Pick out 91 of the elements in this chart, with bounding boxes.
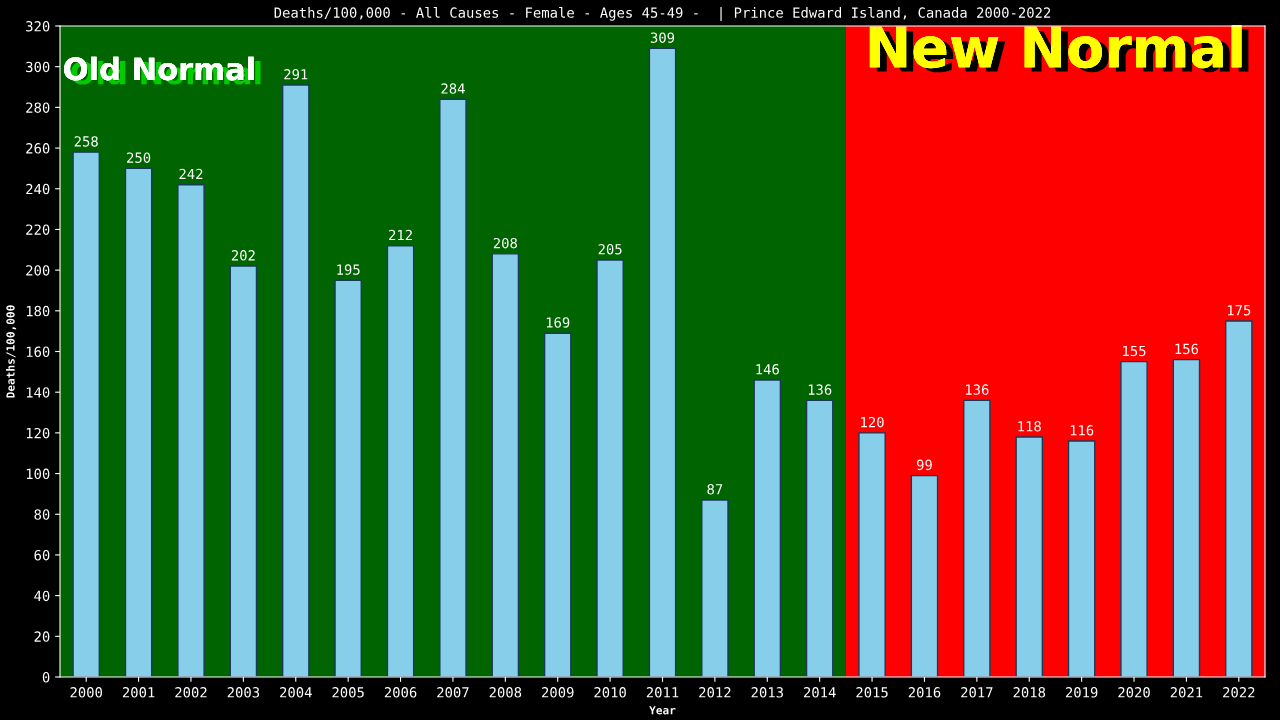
bar — [386, 245, 415, 677]
data-label: 169 — [546, 317, 570, 328]
y-tick-label: 120 — [26, 427, 50, 439]
data-label: 136 — [965, 384, 989, 395]
y-tick-label: 80 — [34, 509, 50, 520]
x-tick-label: 2000 — [70, 687, 103, 698]
x-tick-label: 2005 — [332, 687, 364, 698]
y-tick-label: 280 — [26, 102, 50, 113]
x-tick-label: 2006 — [384, 687, 417, 698]
bar — [910, 474, 939, 677]
y-tick-label: 320 — [26, 21, 50, 32]
x-axis-title: Year — [649, 706, 676, 715]
data-label: 250 — [127, 152, 151, 163]
y-tick-label: 180 — [26, 305, 50, 317]
data-label: 118 — [1018, 420, 1041, 432]
data-label: 155 — [1123, 345, 1146, 357]
data-label: 208 — [493, 237, 517, 249]
bar — [963, 399, 991, 677]
x-tick-label: 2012 — [699, 687, 731, 698]
x-tick-label: 2009 — [542, 687, 574, 698]
x-tick-label: 2022 — [1223, 687, 1255, 698]
y-tick-label: 160 — [26, 346, 50, 358]
data-label: 99 — [916, 459, 932, 471]
y-axis-title: Deaths/100,000 — [6, 305, 17, 398]
data-label: 309 — [650, 32, 675, 43]
bar — [229, 265, 258, 677]
bar — [648, 47, 677, 677]
data-label: 202 — [231, 250, 255, 261]
bar — [1120, 360, 1148, 677]
bar — [753, 379, 782, 677]
x-tick-label: 2016 — [908, 687, 941, 698]
data-label: 136 — [808, 384, 832, 395]
y-tick-label: 60 — [34, 549, 50, 561]
x-tick-label: 2001 — [122, 687, 155, 698]
x-tick-label: 2004 — [280, 687, 312, 698]
bar — [543, 332, 572, 677]
data-label: 195 — [337, 264, 360, 275]
x-tick-label: 2008 — [489, 687, 522, 698]
bar — [596, 259, 624, 677]
bar — [72, 151, 100, 677]
bar — [1225, 320, 1253, 677]
data-label: 212 — [389, 229, 412, 241]
x-tick-label: 2019 — [1065, 687, 1098, 698]
y-tick-label: 100 — [26, 468, 50, 480]
x-tick-label: 2003 — [227, 687, 260, 698]
x-tick-label: 2017 — [961, 687, 993, 698]
y-tick-label: 260 — [26, 143, 50, 154]
y-tick-label: 40 — [34, 590, 50, 602]
y-tick-label: 200 — [26, 265, 50, 276]
data-label: 258 — [74, 136, 98, 147]
data-label: 291 — [284, 69, 308, 80]
bar — [177, 183, 205, 677]
band-label: New Normal — [869, 25, 1249, 73]
y-tick-label: 220 — [26, 224, 50, 235]
band-label: Old Normal — [64, 56, 261, 85]
data-label: 146 — [756, 364, 779, 375]
bar — [805, 399, 834, 677]
data-label: 120 — [861, 416, 884, 428]
data-label: 205 — [598, 243, 622, 255]
x-tick-label: 2015 — [856, 687, 888, 698]
x-tick-label: 2002 — [175, 687, 207, 698]
bar — [701, 499, 729, 677]
y-tick-label: 240 — [26, 183, 50, 195]
bar — [858, 432, 886, 677]
data-label: 87 — [707, 484, 723, 495]
y-tick-label: 140 — [26, 387, 50, 398]
x-tick-label: 2021 — [1170, 687, 1203, 698]
x-tick-label: 2010 — [594, 687, 626, 698]
x-tick-label: 2014 — [803, 687, 836, 698]
x-tick-label: 2007 — [437, 687, 469, 698]
data-label: 156 — [1175, 343, 1199, 355]
bar — [1067, 440, 1096, 677]
y-tick-label: 20 — [34, 631, 50, 642]
bar — [439, 98, 467, 677]
x-tick-label: 2018 — [1013, 687, 1046, 698]
bar — [334, 279, 362, 677]
bar — [124, 167, 153, 677]
data-label: 175 — [1227, 305, 1251, 316]
data-label: 284 — [441, 83, 465, 94]
x-tick-label: 2011 — [646, 687, 679, 698]
chart-title: Deaths/100,000 - All Causes - Female - Ages 45-49 - | Prince Edward Island, Canada 2000-2022 — [274, 7, 1051, 21]
data-label: 116 — [1070, 425, 1094, 436]
y-tick-label: 0 — [42, 672, 50, 683]
bar — [1172, 358, 1201, 677]
bar — [1015, 436, 1044, 677]
bar — [491, 253, 520, 677]
x-tick-label: 2020 — [1118, 687, 1150, 698]
x-tick-label: 2013 — [751, 687, 783, 698]
data-label: 242 — [179, 168, 203, 180]
y-tick-label: 300 — [26, 61, 50, 73]
bar — [281, 84, 310, 677]
